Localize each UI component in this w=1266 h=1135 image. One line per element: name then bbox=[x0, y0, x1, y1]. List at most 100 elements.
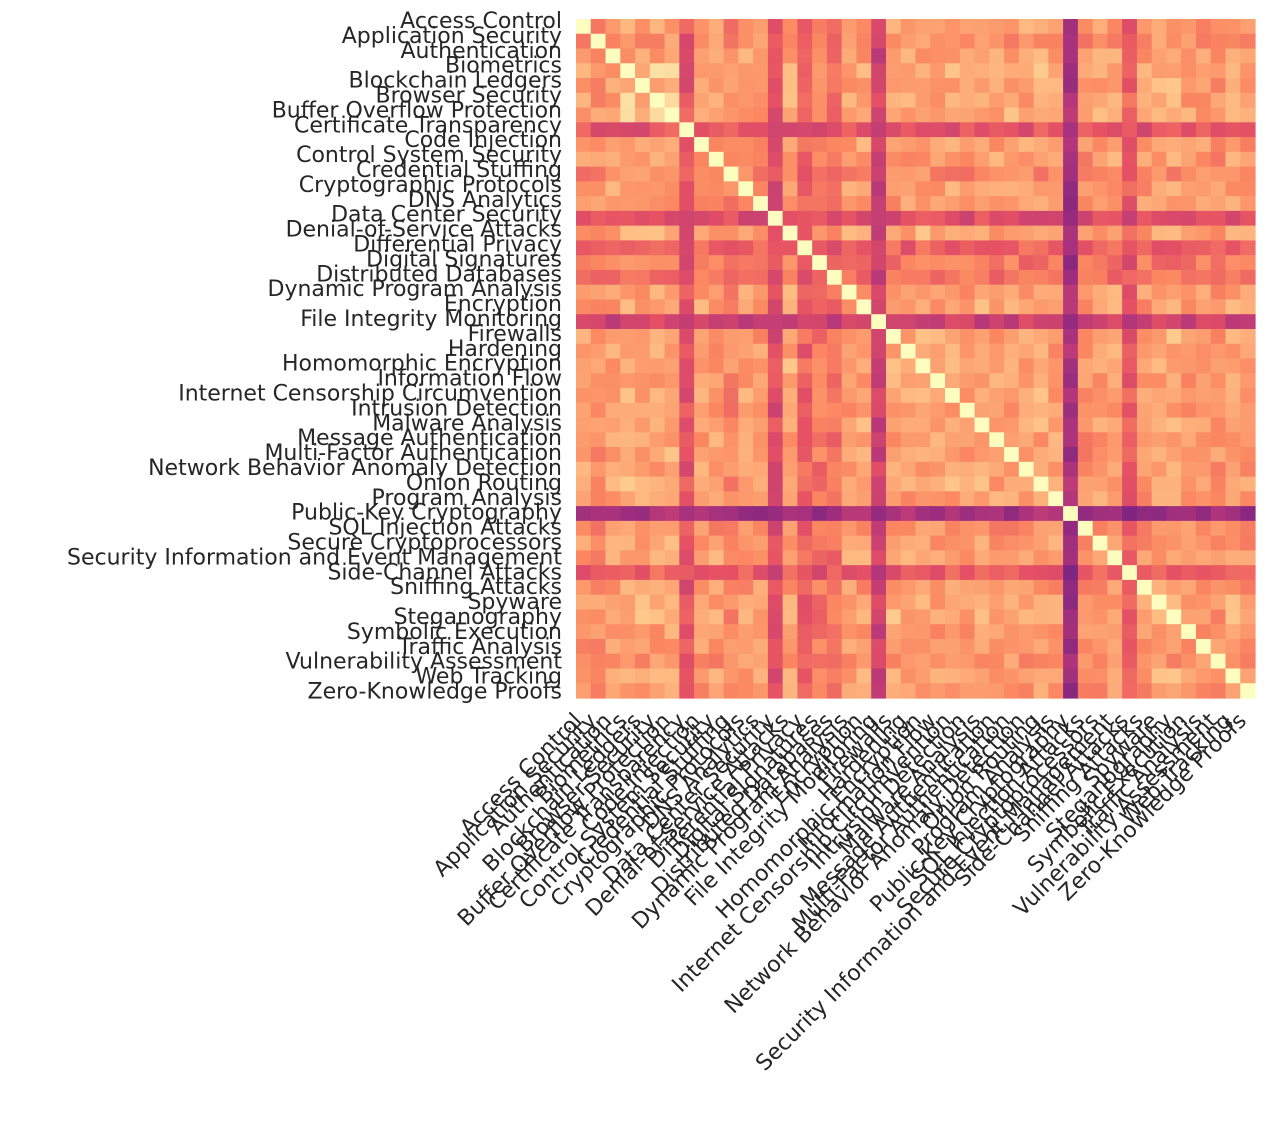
heatmap-cell bbox=[782, 447, 799, 463]
heatmap-cell bbox=[797, 48, 813, 64]
heatmap-cell bbox=[989, 594, 1005, 611]
heatmap-cell bbox=[1048, 653, 1064, 670]
heatmap-cell bbox=[1240, 48, 1256, 64]
heatmap-cell bbox=[930, 594, 946, 611]
heatmap-cells bbox=[576, 19, 1256, 699]
heatmap-cell bbox=[797, 107, 813, 123]
heatmap-cell bbox=[1151, 373, 1168, 389]
heatmap-cell bbox=[915, 314, 931, 330]
heatmap-cell bbox=[679, 225, 695, 242]
heatmap-cell bbox=[605, 358, 621, 374]
heatmap-cell bbox=[767, 122, 784, 138]
heatmap-cell bbox=[1004, 137, 1020, 153]
heatmap-cell bbox=[1107, 225, 1123, 242]
heatmap-cell bbox=[1240, 343, 1256, 360]
heatmap-cell bbox=[1033, 63, 1049, 79]
heatmap-cell bbox=[1092, 343, 1108, 360]
heatmap-cell bbox=[1195, 48, 1212, 64]
heatmap-cell bbox=[635, 550, 651, 566]
heatmap-cell bbox=[1004, 535, 1020, 551]
heatmap-cell bbox=[989, 506, 1005, 522]
heatmap-cell bbox=[1092, 432, 1108, 448]
heatmap-cell bbox=[1210, 181, 1227, 197]
heatmap-cell bbox=[679, 358, 695, 374]
heatmap-cell bbox=[841, 520, 858, 537]
heatmap-cell bbox=[635, 107, 651, 123]
heatmap-cell bbox=[605, 432, 621, 448]
heatmap-cell bbox=[649, 550, 666, 566]
heatmap-cell bbox=[959, 579, 976, 596]
heatmap-cell bbox=[812, 151, 828, 168]
heatmap-cell bbox=[723, 63, 739, 79]
heatmap-cell bbox=[1048, 92, 1064, 109]
heatmap-cell bbox=[1048, 255, 1064, 271]
heatmap-cell bbox=[1210, 299, 1227, 315]
heatmap-cell bbox=[959, 653, 976, 670]
heatmap-cell bbox=[620, 196, 636, 212]
heatmap-cell bbox=[1240, 19, 1256, 35]
heatmap-cell bbox=[1166, 683, 1182, 699]
heatmap-cell bbox=[753, 343, 769, 360]
heatmap-cell bbox=[1195, 92, 1212, 109]
heatmap-cell bbox=[885, 328, 902, 345]
heatmap-cell bbox=[826, 388, 843, 404]
heatmap-cell bbox=[723, 181, 739, 197]
heatmap-cell bbox=[708, 299, 725, 315]
heatmap-cell bbox=[1166, 432, 1182, 448]
heatmap-cell bbox=[1107, 314, 1123, 330]
heatmap-cell bbox=[708, 476, 725, 492]
heatmap-cell bbox=[635, 668, 651, 684]
heatmap-cell bbox=[945, 78, 961, 94]
heatmap-cell bbox=[1004, 343, 1020, 360]
heatmap-cell bbox=[664, 550, 680, 566]
heatmap-cell bbox=[753, 92, 769, 109]
heatmap-cell bbox=[738, 19, 754, 35]
heatmap-cell bbox=[1225, 225, 1241, 242]
heatmap-cell bbox=[1225, 668, 1241, 684]
heatmap-cell bbox=[1077, 269, 1094, 286]
heatmap-cell bbox=[885, 520, 902, 537]
heatmap-cell bbox=[1166, 33, 1182, 50]
heatmap-cell bbox=[782, 565, 799, 581]
heatmap-cell bbox=[1018, 269, 1035, 286]
heatmap-cell bbox=[767, 461, 784, 478]
heatmap-cell bbox=[1240, 269, 1256, 286]
heatmap-cell bbox=[1048, 668, 1064, 684]
heatmap-cell bbox=[738, 535, 754, 551]
heatmap-cell bbox=[620, 314, 636, 330]
heatmap-cell bbox=[1063, 461, 1079, 478]
heatmap-cell bbox=[708, 565, 725, 581]
heatmap-cell bbox=[1181, 48, 1197, 64]
heatmap-cell bbox=[989, 609, 1005, 625]
heatmap-cell bbox=[1092, 19, 1108, 35]
heatmap-cell bbox=[841, 48, 858, 64]
heatmap-cell bbox=[1004, 33, 1020, 50]
heatmap-cell bbox=[1225, 151, 1241, 168]
heatmap-cell bbox=[1151, 683, 1168, 699]
heatmap-cell bbox=[679, 240, 695, 256]
heatmap-cell bbox=[797, 284, 813, 301]
heatmap-cell bbox=[1033, 417, 1049, 433]
heatmap-cell bbox=[1240, 284, 1256, 301]
heatmap-cell bbox=[1151, 550, 1168, 566]
heatmap-cell bbox=[945, 314, 961, 330]
heatmap-cell bbox=[826, 417, 843, 433]
heatmap-cell bbox=[1151, 432, 1168, 448]
heatmap-cell bbox=[576, 92, 592, 109]
heatmap-cell bbox=[1077, 284, 1094, 301]
heatmap-cell bbox=[915, 358, 931, 374]
heatmap-cell bbox=[900, 166, 917, 182]
heatmap-cell bbox=[1166, 255, 1182, 271]
heatmap-cell bbox=[723, 240, 739, 256]
heatmap-cell bbox=[1004, 151, 1020, 168]
heatmap-cell bbox=[576, 491, 592, 507]
heatmap-cell bbox=[945, 63, 961, 79]
heatmap-cell bbox=[694, 476, 710, 492]
heatmap-cell bbox=[620, 63, 636, 79]
heatmap-cell bbox=[723, 609, 739, 625]
heatmap-cell bbox=[856, 535, 872, 551]
heatmap-cell bbox=[974, 520, 990, 537]
heatmap-cell bbox=[1092, 565, 1108, 581]
heatmap-cell bbox=[620, 565, 636, 581]
heatmap-cell bbox=[1018, 609, 1035, 625]
